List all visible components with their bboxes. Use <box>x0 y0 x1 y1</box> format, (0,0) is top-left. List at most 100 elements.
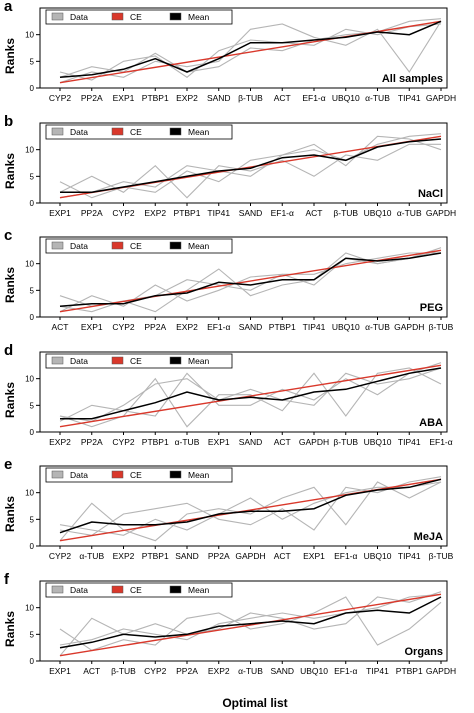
x-tick-label: TIP41 <box>366 666 389 676</box>
legend-label-data: Data <box>70 127 88 137</box>
y-tick-label: 0 <box>30 199 35 208</box>
condition-label: NaCl <box>418 188 443 200</box>
x-tick-label: SAND <box>270 666 294 676</box>
x-tick-label: SAND <box>239 208 263 218</box>
x-tick-label: SAND <box>175 551 199 561</box>
panel-c: c Ranks 0 5 10 ACT EXP1 CYP2 PP2A EXP2 EF1-α SAND PT… <box>3 227 454 332</box>
x-tick-label: TIP41 <box>207 208 230 218</box>
x-tick-label: α-TUB <box>79 551 104 561</box>
legend-label-ce: CE <box>130 356 142 366</box>
legend-box <box>45 353 233 369</box>
x-tick-label: TIP41 <box>398 551 421 561</box>
ce-line <box>59 249 442 313</box>
legend-label-data: Data <box>70 241 88 251</box>
panel-letter: f <box>4 571 10 588</box>
legend-swatch-data <box>51 470 64 479</box>
data-line-3 <box>59 367 442 422</box>
legend-label-data: Data <box>70 470 88 480</box>
y-tick-label: 0 <box>30 542 35 551</box>
legend-swatch-ce <box>111 127 124 136</box>
condition-label: MeJA <box>414 531 443 543</box>
x-tick-label: PTBP1 <box>396 666 423 676</box>
x-tick-label: α-TUB <box>397 208 422 218</box>
legend-swatch-data <box>51 241 64 250</box>
legend-label-data: Data <box>70 585 88 595</box>
plot-frame <box>39 465 448 547</box>
y-tick-label: 5 <box>30 286 35 295</box>
legend-label-mean: Mean <box>188 356 210 366</box>
x-tick-label: GAPDH <box>426 666 456 676</box>
x-tick-label: EF1-α <box>334 666 357 676</box>
x-tick-label: β-TUB <box>429 322 454 332</box>
y-tick-label: 0 <box>30 313 35 322</box>
ce-line <box>59 593 442 657</box>
legend-swatch-mean <box>169 12 182 21</box>
panel-d: d Ranks 0 5 10 EXP2 PP2A CYP2 PTBP1 α-TUB EXP1 SAND… <box>3 342 453 447</box>
x-tick-label: GAPDH <box>394 322 424 332</box>
x-tick-label: PP2A <box>176 666 198 676</box>
x-tick-label: PP2A <box>81 93 103 103</box>
x-tick-label: UBQ10 <box>300 666 328 676</box>
y-axis-label: Ranks <box>3 496 17 532</box>
data-line-1 <box>59 143 441 199</box>
condition-label: ABA <box>419 417 443 429</box>
x-tick-label: ACT <box>274 437 291 447</box>
y-tick-label: 10 <box>25 31 34 40</box>
x-tick-label: EF1-α <box>302 93 325 103</box>
x-tick-label: UBQ10 <box>364 551 392 561</box>
legend-swatch-ce <box>111 585 124 594</box>
plot-frame <box>39 7 448 89</box>
x-tick-label: EXP2 <box>176 93 198 103</box>
legend-swatch-ce <box>111 12 124 21</box>
legend-swatch-mean <box>169 470 182 479</box>
legend-swatch-mean <box>169 585 182 594</box>
condition-label: PEG <box>420 302 443 314</box>
x-tick-label: β-TUB <box>333 208 358 218</box>
x-tick-label: UBQ10 <box>332 93 360 103</box>
legend-swatch-ce <box>111 241 124 250</box>
y-tick-label: 10 <box>25 260 34 269</box>
legend-swatch-ce <box>111 356 124 365</box>
panel-letter: e <box>4 456 12 473</box>
condition-label: Organs <box>404 646 443 658</box>
x-tick-label: PTBP1 <box>174 208 201 218</box>
x-tick-label: GAPDH <box>299 437 329 447</box>
panel-b: b Ranks 0 5 10 EXP1 PP2A CYP2 EXP2 PTBP1 TIP41 SAND… <box>3 113 456 218</box>
x-tick-label: PTBP1 <box>142 437 169 447</box>
x-tick-label: α-TUB <box>365 93 390 103</box>
x-tick-label: TIP41 <box>303 322 326 332</box>
data-line-3 <box>59 593 442 646</box>
plot-frame <box>39 122 448 204</box>
x-tick-label: UBQ10 <box>332 322 360 332</box>
legend-swatch-mean <box>169 356 182 365</box>
x-tick-label: EXP1 <box>49 208 71 218</box>
legend-label-ce: CE <box>130 241 142 251</box>
y-axis-label: Ranks <box>3 38 17 74</box>
x-tick-label: β-TUB <box>111 666 136 676</box>
x-tick-label: α-TUB <box>365 322 390 332</box>
x-tick-label: EF1-α <box>334 551 357 561</box>
x-tick-label: ACT <box>274 551 291 561</box>
panel-letter: d <box>4 342 13 359</box>
x-tick-label: CYP2 <box>112 322 134 332</box>
data-line-1 <box>59 596 442 651</box>
legend-swatch-data <box>51 12 64 21</box>
mean-line <box>59 478 442 534</box>
x-tick-label: PTBP1 <box>142 551 169 561</box>
ce-line <box>59 364 442 428</box>
x-tick-label: β-TUB <box>333 437 358 447</box>
y-axis-label: Ranks <box>3 382 17 418</box>
x-tick-label: β-TUB <box>238 93 263 103</box>
x-tick-label: PP2A <box>208 551 230 561</box>
x-tick-label: EXP1 <box>208 437 230 447</box>
x-tick-label: EXP1 <box>81 322 103 332</box>
x-tick-label: EXP1 <box>49 666 71 676</box>
legend-label-ce: CE <box>130 127 142 137</box>
x-tick-label: CYP2 <box>49 93 71 103</box>
plot-frame <box>39 351 448 433</box>
panel-letter: a <box>4 0 13 15</box>
legend-label-mean: Mean <box>188 127 210 137</box>
legend-label-ce: CE <box>130 585 142 595</box>
x-tick-label: PTBP1 <box>142 93 169 103</box>
